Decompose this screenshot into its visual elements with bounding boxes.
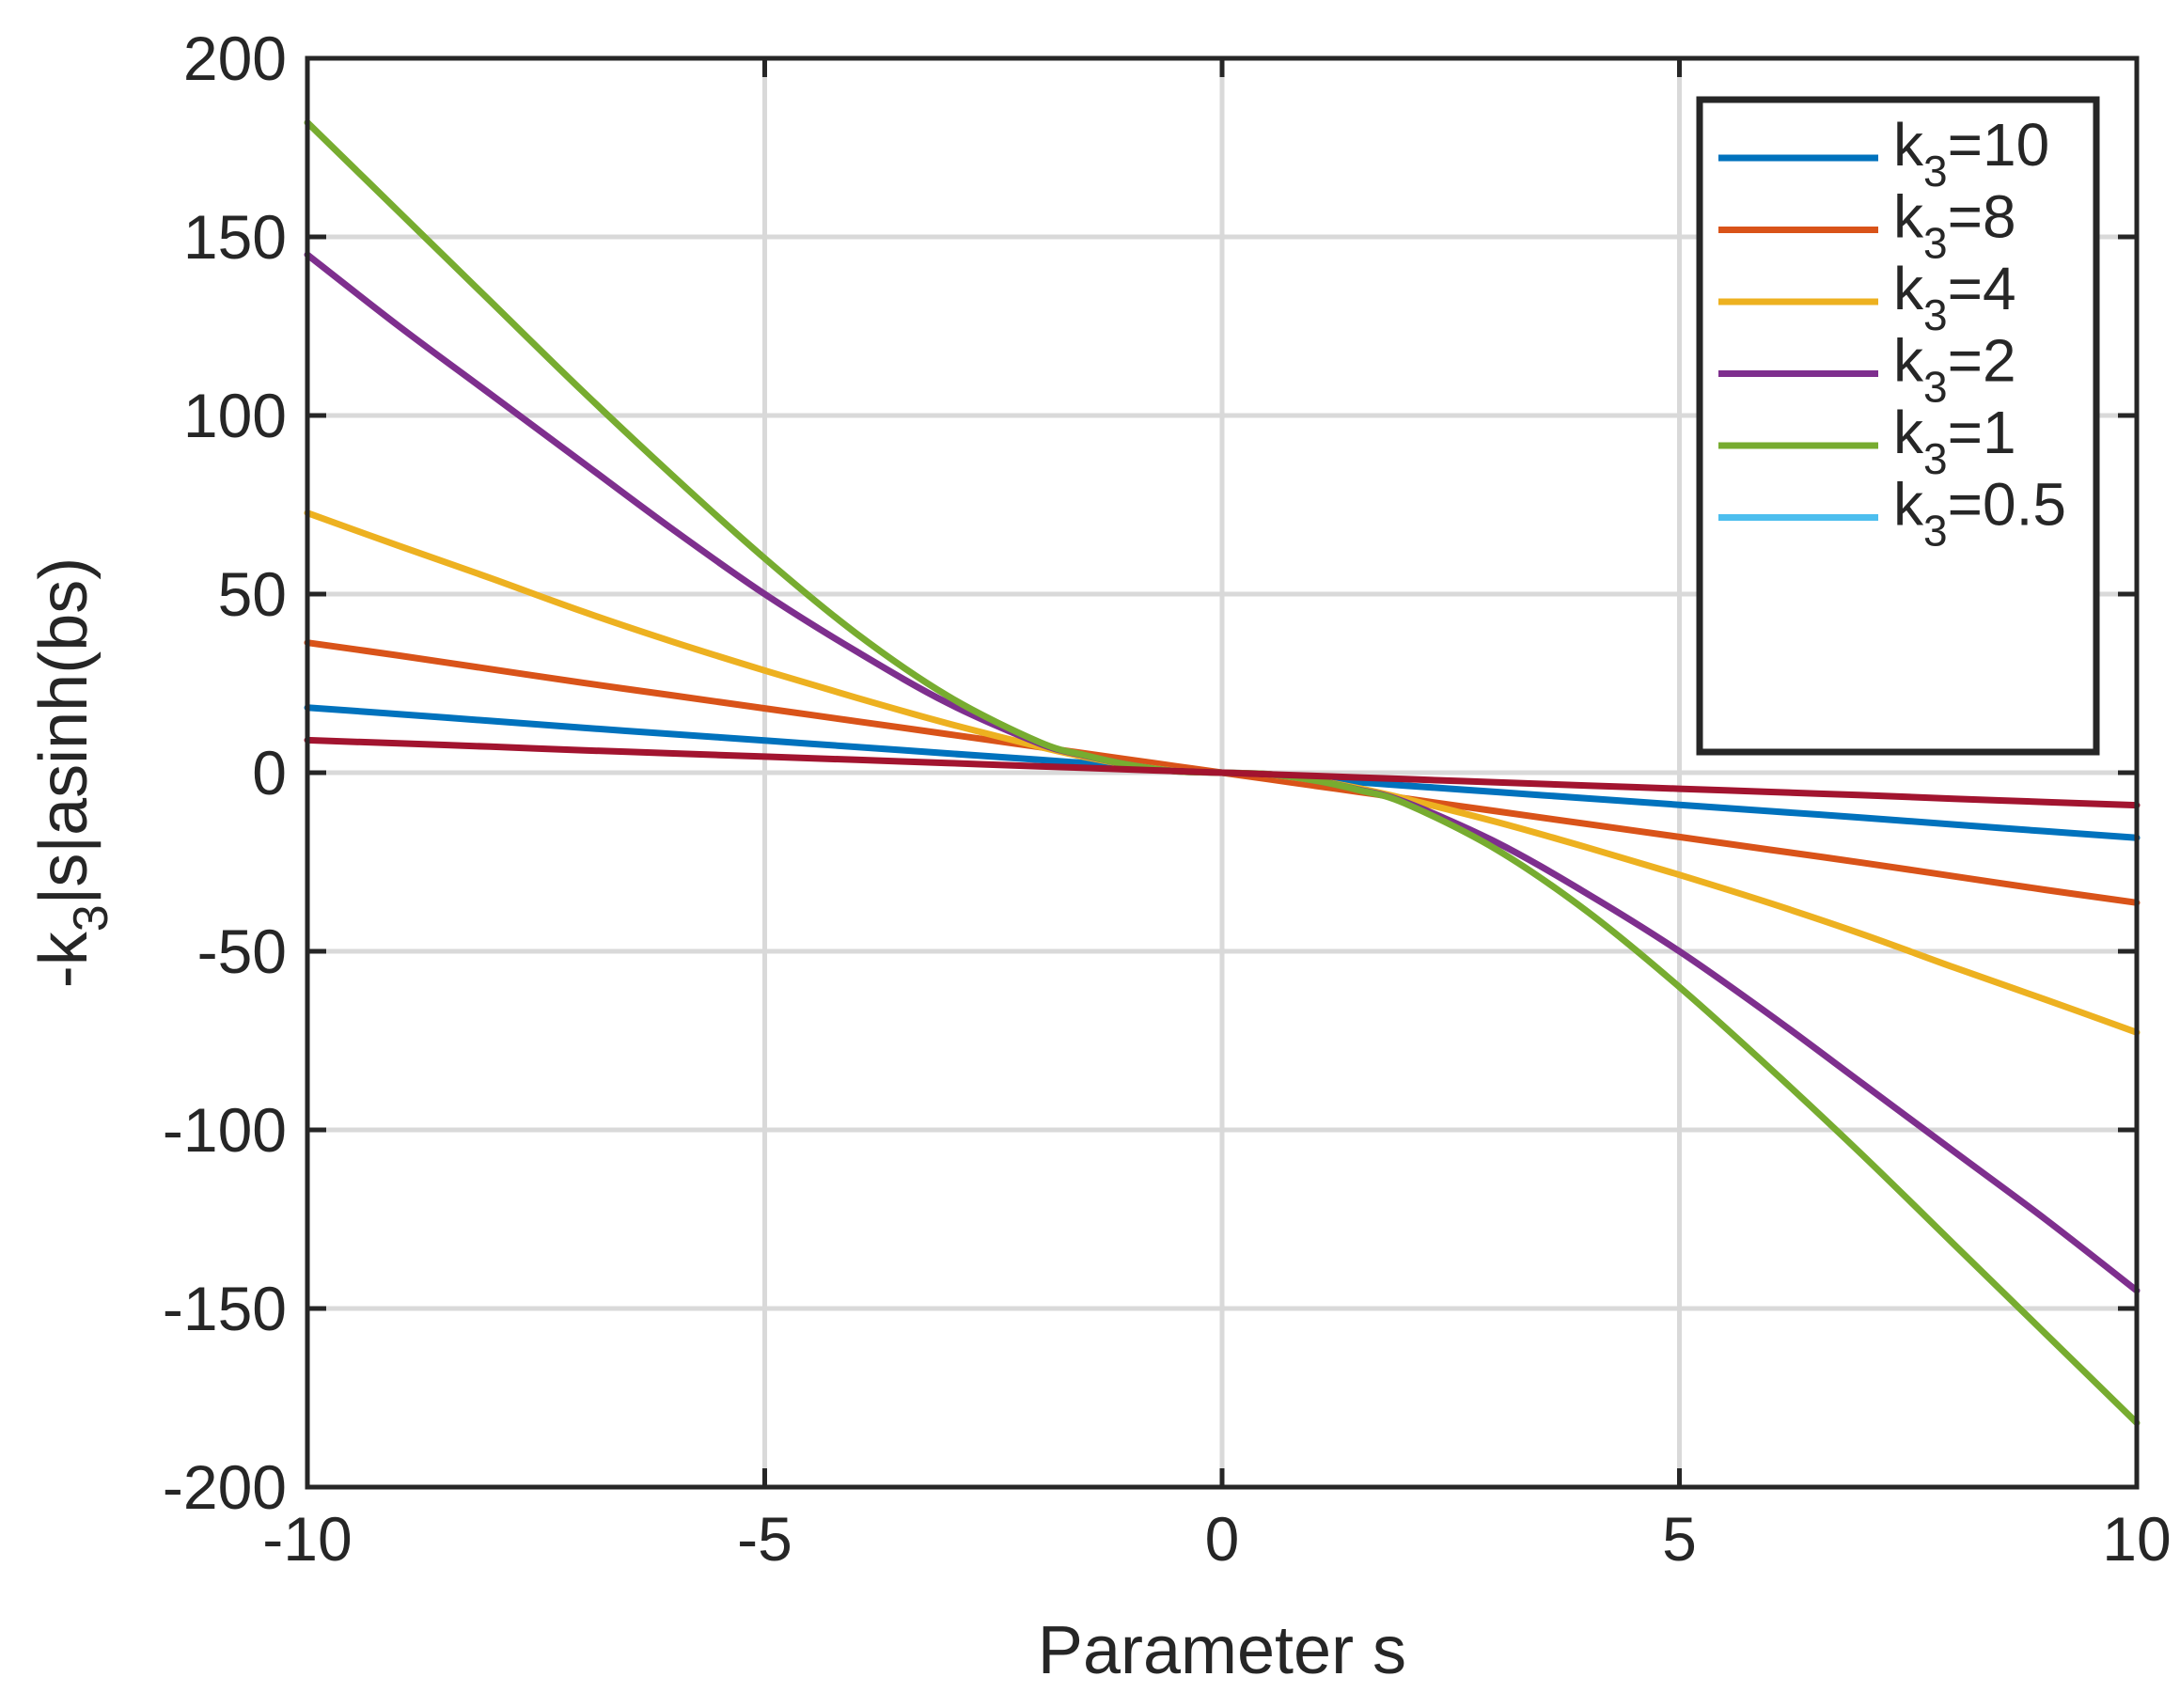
series-line-unlabeled: [304, 736, 2141, 809]
y-tick-label: 150: [183, 202, 287, 272]
x-tick-label: 0: [1205, 1504, 1240, 1574]
legend-box: [1696, 96, 2100, 756]
y-tick-label: -50: [197, 917, 287, 986]
y-tick-label: 50: [218, 559, 287, 629]
x-tick-label: -5: [737, 1504, 792, 1574]
y-tick-label: 100: [183, 381, 287, 450]
legend-label: k3=4: [1893, 255, 2016, 339]
series-lines: [304, 118, 2141, 1427]
y-tick-label: 200: [183, 24, 287, 93]
y-axis-label: -k3|s|asinh(bs): [26, 557, 118, 988]
legend-label: k3=10: [1893, 111, 2049, 196]
legend-label: k3=1: [1893, 399, 2016, 483]
legend-label: k3=0.5: [1893, 471, 2066, 556]
x-tick-label: 5: [1662, 1504, 1697, 1574]
x-tick-label: 10: [2102, 1504, 2171, 1574]
y-tick-label: -100: [163, 1095, 287, 1165]
x-axis-label: Parameter s: [1038, 1613, 1406, 1688]
y-tick-label: -150: [163, 1274, 287, 1343]
legend-label: k3=2: [1893, 327, 2016, 412]
legend-label: k3=8: [1893, 183, 2016, 268]
y-tick-label: -200: [163, 1452, 287, 1522]
x-tick-label: -10: [262, 1504, 352, 1574]
y-tick-label: 0: [252, 738, 287, 807]
